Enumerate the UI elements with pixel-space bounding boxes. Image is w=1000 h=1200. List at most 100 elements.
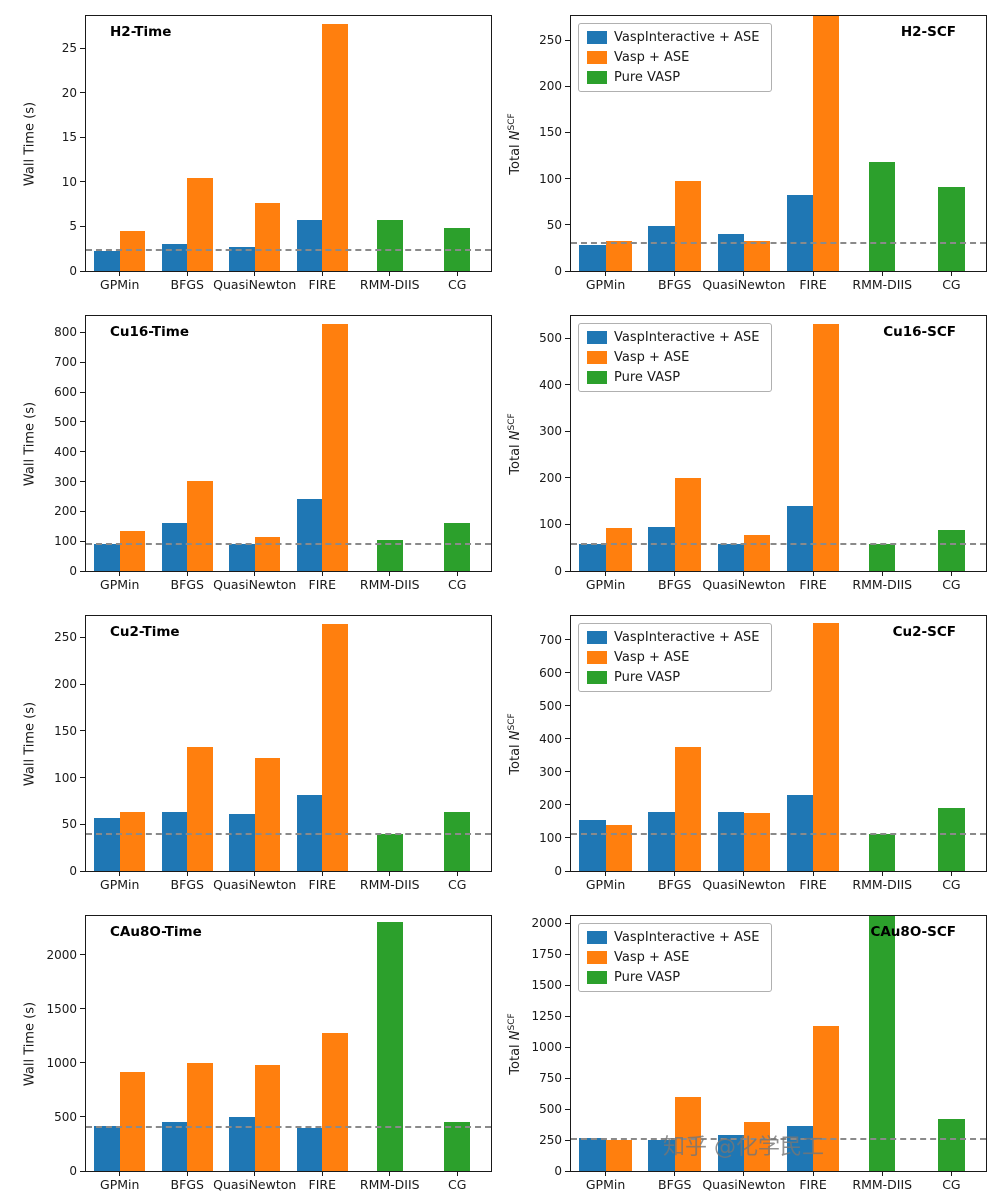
legend-label: Vasp + ASE (614, 50, 690, 65)
y-tick-label: 750 (539, 1071, 562, 1086)
y-tick-mark (80, 331, 85, 333)
bar-CG (938, 808, 965, 871)
y-axis-label: Wall Time (s) (22, 101, 38, 186)
x-tick-mark (812, 272, 814, 276)
x-tick-label: BFGS (170, 277, 204, 292)
y-tick-mark (80, 391, 85, 393)
x-tick-label: QuasiNewton (702, 1177, 786, 1192)
x-tick-label: CG (942, 277, 961, 292)
chart-title: Cu2-Time (110, 624, 180, 640)
y-tick-mark (80, 361, 85, 363)
bar-GPMin (579, 819, 606, 871)
x-tick-mark (812, 572, 814, 576)
plot-clip (571, 616, 986, 871)
plot-area: 0 50 100 150 200 250 GPMin BFGS QuasiNewton FIRE R… (507, 15, 987, 292)
bar-BFGS (648, 811, 675, 871)
x-tick-label: FIRE (308, 877, 336, 892)
y-tick-mark (565, 1139, 570, 1141)
x-tick-label: FIRE (308, 1177, 336, 1192)
bar-QuasiNewton (254, 757, 281, 871)
x-tick-mark (881, 1172, 883, 1176)
y-tick-mark (80, 777, 85, 779)
bar-BFGS (674, 1096, 702, 1171)
legend-row: Vasp + ASE (587, 950, 759, 965)
bar-RMM-DIIS (869, 161, 896, 271)
y-tick-label: 2000 (531, 916, 562, 931)
chart-Cu2-Time: 0 50 100 150 200 250 GPMin BFGS QuasiNewton FIRE R… (0, 600, 500, 900)
bar-GPMin (119, 1071, 146, 1171)
x-tick-label: RMM-DIIS (852, 877, 913, 892)
legend-row: VaspInteractive + ASE (587, 930, 759, 945)
x-tick-label: GPMin (585, 1177, 626, 1192)
x-tick-label: QuasiNewton (213, 577, 297, 592)
x-tick-mark (389, 872, 391, 876)
y-tick-label: 200 (539, 79, 562, 94)
y-tick-mark (80, 683, 85, 685)
x-tick-label: CG (448, 877, 467, 892)
y-tick-label: 1250 (531, 1009, 562, 1024)
x-tick-mark (950, 872, 952, 876)
chart-title: CAu8O-Time (110, 924, 202, 940)
y-tick-mark (565, 523, 570, 525)
x-tick-mark (389, 272, 391, 276)
bar-BFGS (187, 178, 213, 271)
y-tick-mark (565, 738, 570, 740)
x-tick-mark (321, 872, 323, 876)
y-tick-mark (80, 451, 85, 453)
y-tick-mark (565, 1108, 570, 1110)
x-tick-mark (456, 872, 458, 876)
baseline-dashed-line (86, 543, 491, 546)
plot-clip (571, 916, 986, 1171)
y-tick-mark (565, 953, 570, 955)
chart-Cu2-SCF: 0 100 200 300 400 500 600 700 GPMin BFGS QuasiNewt… (500, 600, 1000, 900)
x-tick-label: QuasiNewton (213, 277, 297, 292)
y-tick-mark (565, 1077, 570, 1079)
y-tick-label: 300 (539, 424, 562, 439)
chart-H2-SCF: 0 50 100 150 200 250 GPMin BFGS QuasiNewton FIRE R… (500, 0, 1000, 300)
x-tick-mark (254, 272, 256, 276)
x-tick-label: QuasiNewton (213, 1177, 297, 1192)
bar-FIRE (813, 16, 840, 271)
bar-FIRE (296, 499, 323, 571)
legend-swatch (587, 371, 607, 384)
y-tick-label: 250 (54, 630, 77, 645)
chart-title: H2-Time (110, 24, 172, 40)
legend-label: VaspInteractive + ASE (614, 330, 760, 345)
x-tick-label: RMM-DIIS (359, 577, 420, 592)
plot-area: 0 100 200 300 400 500 600 700 GPMin BFGS QuasiNewt… (507, 615, 987, 892)
x-tick-mark (186, 272, 188, 276)
y-tick-mark (80, 510, 85, 512)
y-axis-label: Total NSCF (506, 412, 524, 475)
y-tick-mark (565, 85, 570, 87)
y-tick-mark (565, 804, 570, 806)
legend-box: VaspInteractive + ASE Vasp + ASE Pure VASP (578, 323, 773, 392)
bar-FIRE (786, 195, 814, 271)
y-tick-label: 400 (539, 731, 562, 746)
x-tick-label: RMM-DIIS (852, 577, 913, 592)
x-tick-label: QuasiNewton (702, 577, 786, 592)
legend-swatch (587, 971, 607, 984)
x-tick-mark (605, 272, 607, 276)
bar-BFGS (161, 1122, 188, 1171)
bar-FIRE (322, 324, 348, 571)
x-tick-mark (119, 1172, 121, 1176)
x-tick-mark (950, 1172, 952, 1176)
legend-row: Vasp + ASE (587, 50, 759, 65)
y-tick-mark (565, 1170, 570, 1172)
x-tick-label: CG (942, 1177, 961, 1192)
x-tick-label: BFGS (170, 1177, 204, 1192)
y-tick-label: 0 (554, 1164, 562, 1178)
plot-area: 0 5 10 15 20 25 GPMin BFGS QuasiNewton FIRE RMM-DI… (23, 15, 492, 292)
x-tick-mark (254, 872, 256, 876)
x-tick-label: GPMin (585, 277, 626, 292)
x-tick-mark (674, 572, 676, 576)
bar-RMM-DIIS (869, 916, 896, 1171)
bar-QuasiNewton (743, 240, 771, 271)
y-tick-label: 800 (54, 325, 77, 340)
bar-FIRE (813, 623, 840, 871)
legend-row: Vasp + ASE (587, 650, 759, 665)
legend-swatch (587, 931, 607, 944)
y-tick-mark (80, 1062, 85, 1064)
x-tick-mark (186, 572, 188, 576)
y-tick-mark (565, 477, 570, 479)
